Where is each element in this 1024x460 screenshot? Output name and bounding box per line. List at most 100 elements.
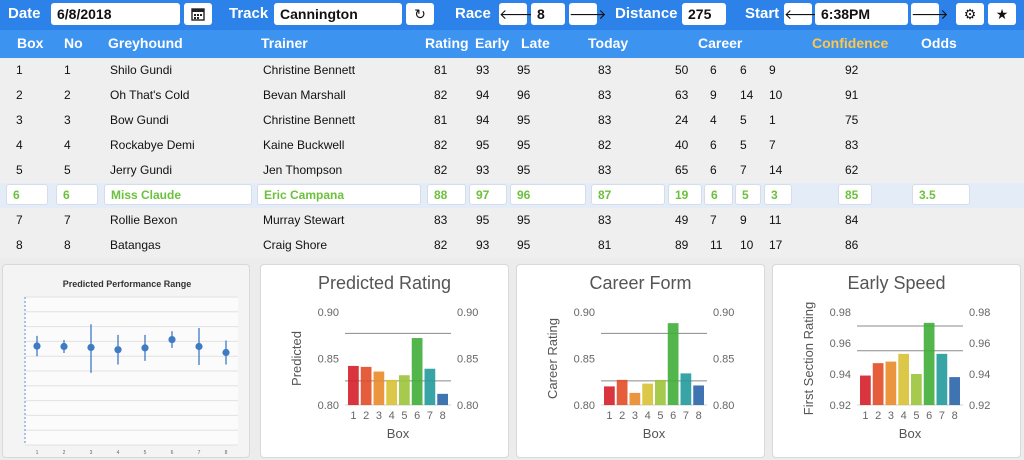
race-label: Race bbox=[455, 5, 491, 22]
col-greyhound[interactable]: Greyhound bbox=[108, 35, 183, 51]
cell-early: 95 bbox=[476, 213, 490, 227]
distance-input[interactable]: 275 bbox=[682, 3, 726, 25]
y-tick-label-left: 0.80 bbox=[318, 400, 339, 412]
col-today[interactable]: Today bbox=[588, 35, 629, 51]
cell-no: 5 bbox=[64, 163, 71, 177]
cell-no: 4 bbox=[64, 138, 71, 152]
bar bbox=[411, 338, 423, 405]
cell-early[interactable]: 97 bbox=[469, 184, 507, 205]
cell-box[interactable]: 6 bbox=[6, 184, 48, 205]
table-row[interactable]: 8 8 Batangas Craig Shore 82 93 95 81 89 … bbox=[0, 233, 1024, 258]
track-input[interactable]: Cannington bbox=[274, 3, 402, 25]
cell-career-seconds: 14 bbox=[740, 88, 754, 102]
race-prev-button[interactable]: 🡐 bbox=[499, 3, 537, 25]
col-odds[interactable]: Odds bbox=[921, 35, 957, 51]
cell-career-thirds: 1 bbox=[769, 113, 776, 127]
cell-trainer: Kaine Buckwell bbox=[263, 138, 345, 152]
table-row[interactable]: 1 1 Shilo Gundi Christine Bennett 81 93 … bbox=[0, 58, 1024, 83]
cell-career-thirds: 17 bbox=[769, 238, 783, 252]
race-next-button[interactable]: 🡒 bbox=[569, 3, 607, 25]
bar bbox=[898, 353, 909, 405]
start-prev-button[interactable]: 🡐 bbox=[784, 3, 822, 25]
calendar-button[interactable] bbox=[184, 3, 212, 25]
y-tick-label-left: 0.90 bbox=[318, 307, 339, 319]
career-form-panel: Career Form 0.80 0.80 0.85 0.85 0.90 0.90 1 2 3 4… bbox=[516, 264, 765, 458]
cell-career-wins[interactable]: 6 bbox=[704, 184, 733, 205]
x-tick-label: 4 bbox=[117, 450, 120, 456]
col-box[interactable]: Box bbox=[17, 35, 44, 51]
cell-greyhound[interactable]: Miss Claude bbox=[104, 184, 252, 205]
y-tick-label-left: 0.98 bbox=[830, 307, 851, 319]
col-trainer[interactable]: Trainer bbox=[261, 35, 308, 51]
cell-career-wins: 6 bbox=[710, 163, 717, 177]
y-axis-label: Career Rating bbox=[545, 318, 560, 399]
race-input[interactable]: 8 bbox=[531, 3, 565, 25]
x-tick-label: 5 bbox=[913, 410, 919, 422]
cell-confidence: 75 bbox=[845, 113, 859, 127]
col-career[interactable]: Career bbox=[698, 35, 743, 51]
col-early[interactable]: Early bbox=[475, 35, 510, 51]
data-point bbox=[195, 342, 203, 351]
table-header: Box No Greyhound Trainer Rating Early La… bbox=[0, 30, 1024, 58]
cell-rating: 82 bbox=[434, 238, 448, 252]
table-row[interactable]: 3 3 Bow Gundi Christine Bennett 81 94 95… bbox=[0, 108, 1024, 133]
cell-today: 83 bbox=[598, 113, 612, 127]
x-tick-label: 7 bbox=[939, 410, 945, 422]
cell-odds[interactable]: 3.5 bbox=[912, 184, 970, 205]
cell-today[interactable]: 87 bbox=[591, 184, 665, 205]
cell-trainer: Christine Bennett bbox=[263, 113, 356, 127]
bar bbox=[373, 371, 385, 405]
cell-career-seconds[interactable]: 5 bbox=[735, 184, 761, 205]
cell-no[interactable]: 6 bbox=[56, 184, 98, 205]
cell-career-starts: 49 bbox=[675, 213, 689, 227]
x-tick-label: 2 bbox=[619, 410, 625, 422]
cell-career-thirds[interactable]: 3 bbox=[764, 184, 792, 205]
data-point bbox=[168, 335, 176, 344]
start-input[interactable]: 6:38PM bbox=[815, 3, 908, 25]
early-speed-chart: 0.92 0.92 0.94 0.94 0.96 0.96 0.98 0.98 1 2 3 4 5 6 7 8… bbox=[801, 302, 990, 441]
cell-confidence[interactable]: 85 bbox=[838, 184, 872, 205]
cell-career-starts: 40 bbox=[675, 138, 689, 152]
table-row[interactable]: 4 4 Rockabye Demi Kaine Buckwell 82 95 9… bbox=[0, 133, 1024, 158]
cell-late: 95 bbox=[517, 113, 531, 127]
table-row[interactable]: 7 7 Rollie Bexon Murray Stewart 83 95 95… bbox=[0, 208, 1024, 233]
bar bbox=[437, 393, 448, 405]
cell-confidence: 83 bbox=[845, 138, 859, 152]
y-tick-label-right: 0.94 bbox=[969, 369, 990, 381]
x-tick-label: 7 bbox=[683, 410, 689, 422]
settings-button[interactable]: ⚙ bbox=[956, 3, 984, 25]
y-tick-label-right: 0.80 bbox=[457, 400, 478, 412]
x-tick-label: 8 bbox=[225, 450, 228, 456]
x-tick-label: 6 bbox=[414, 410, 420, 422]
table-row[interactable]: 2 2 Oh That's Cold Bevan Marshall 82 94 … bbox=[0, 83, 1024, 108]
cell-career-starts[interactable]: 19 bbox=[668, 184, 702, 205]
y-tick-label-right: 0.96 bbox=[969, 338, 990, 350]
table-row[interactable]: 5 5 Jerry Gundi Jen Thompson 82 93 95 83… bbox=[0, 158, 1024, 183]
y-tick-label-left: 0.96 bbox=[830, 338, 851, 350]
bar bbox=[642, 383, 653, 405]
cell-box: 4 bbox=[16, 138, 23, 152]
y-tick-label-right: 0.80 bbox=[713, 400, 734, 412]
cell-career-seconds: 9 bbox=[740, 213, 747, 227]
col-no[interactable]: No bbox=[64, 35, 83, 51]
y-tick-label-right: 0.85 bbox=[713, 354, 734, 366]
chart-title: Career Form bbox=[589, 273, 692, 293]
cell-late[interactable]: 96 bbox=[510, 184, 586, 205]
cell-today: 82 bbox=[598, 138, 612, 152]
cell-rating[interactable]: 88 bbox=[427, 184, 466, 205]
date-input[interactable]: 6/8/2018 bbox=[51, 3, 180, 25]
refresh-button[interactable]: ↻ bbox=[406, 3, 434, 25]
cell-greyhound: Shilo Gundi bbox=[110, 63, 173, 77]
bar bbox=[936, 353, 948, 405]
start-next-button[interactable]: 🡒 bbox=[911, 3, 949, 25]
table-row-selected[interactable]: 6 6 Miss Claude Eric Campana 88 97 96 87… bbox=[0, 183, 1024, 208]
chart-title: Predicted Performance Range bbox=[63, 279, 192, 289]
col-confidence[interactable]: Confidence bbox=[812, 35, 889, 51]
favorite-button[interactable]: ★ bbox=[988, 3, 1016, 25]
cell-trainer[interactable]: Eric Campana bbox=[257, 184, 421, 205]
cell-late: 96 bbox=[517, 88, 531, 102]
col-late[interactable]: Late bbox=[521, 35, 550, 51]
y-tick-label-left: 0.85 bbox=[318, 354, 339, 366]
x-axis-label: Box bbox=[899, 426, 922, 441]
col-rating[interactable]: Rating bbox=[425, 35, 469, 51]
